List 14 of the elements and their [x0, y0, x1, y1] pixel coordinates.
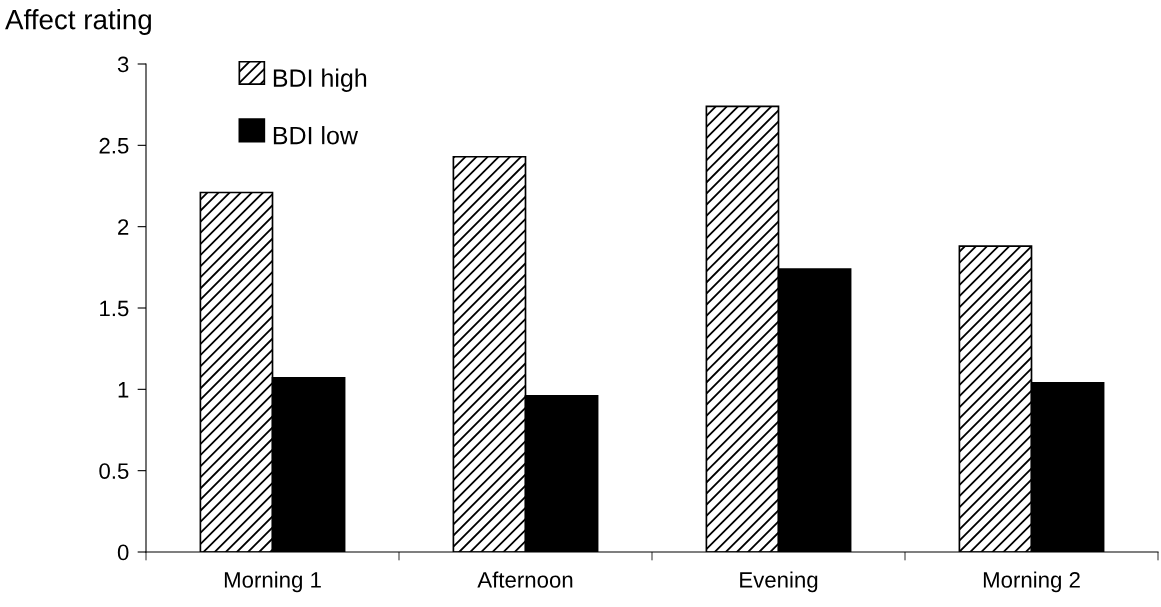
x-tick-label: Morning 1: [224, 571, 321, 593]
y-tick-label: 0.5: [99, 463, 129, 479]
y-tick-label: 3: [117, 56, 129, 73]
y-axis-title: Affect rating: [5, 9, 151, 35]
y-tick-label: 2: [118, 219, 129, 235]
legend-label: BDI high: [273, 68, 367, 92]
y-tick-label: 2.5: [99, 137, 129, 154]
y-tick-label: 1.5: [100, 300, 129, 317]
x-tick-label: Afternoon: [477, 571, 573, 588]
legend-label: BDI low: [273, 126, 359, 145]
y-tick-label: 0: [117, 544, 129, 561]
x-tick-label: Evening: [740, 571, 818, 593]
y-tick-label: 1: [118, 382, 129, 398]
x-tick-label: Morning 2: [983, 571, 1080, 593]
